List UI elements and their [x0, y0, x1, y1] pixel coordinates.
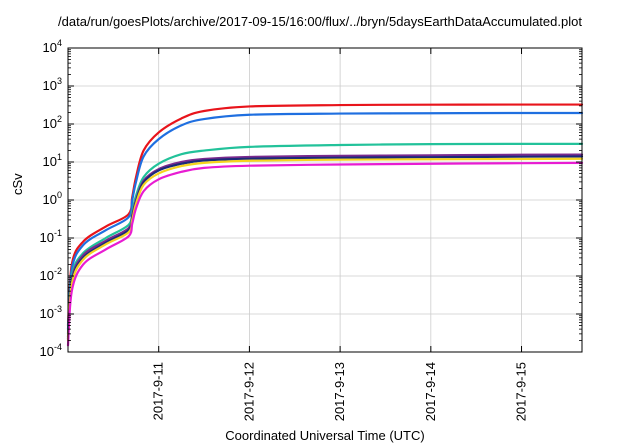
series-line-6 — [66, 157, 584, 342]
x-axis-label: Coordinated Universal Time (UTC) — [225, 428, 425, 443]
y-tick-label: 102 — [43, 114, 62, 131]
y-tick-label: 101 — [43, 152, 62, 169]
y-tick-label: 10-2 — [40, 266, 62, 283]
series-line-3 — [66, 142, 584, 335]
series-line-4 — [66, 153, 584, 338]
x-tick-label: 2017-9-12 — [241, 362, 256, 421]
chart-title: /data/run/goesPlots/archive/2017-09-15/1… — [58, 14, 582, 29]
y-tick-label: 10-3 — [40, 304, 62, 321]
y-axis-label: cSv — [10, 173, 25, 195]
series-line-7 — [66, 161, 584, 347]
x-tick-label: 2017-9-11 — [151, 362, 166, 420]
y-tick-label: 100 — [43, 190, 62, 207]
series-layer — [66, 103, 584, 347]
y-tick-label: 10-1 — [40, 228, 62, 245]
series-line-2 — [66, 111, 584, 331]
y-tick-label: 10-4 — [40, 342, 62, 359]
y-tick-label: 103 — [43, 76, 62, 93]
series-line-5 — [66, 155, 584, 341]
axis-ticks: 10-4 10-3 10-2 10-1 100 101 102 103 104 2017-9-11… — [40, 38, 582, 421]
x-tick-label: 2017-9-14 — [423, 362, 438, 421]
series-line-1 — [66, 103, 584, 327]
y-tick-label: 104 — [43, 38, 62, 55]
grid-lines — [68, 48, 582, 352]
x-tick-label: 2017-9-15 — [514, 362, 529, 421]
x-tick-label: 2017-9-13 — [332, 362, 347, 421]
